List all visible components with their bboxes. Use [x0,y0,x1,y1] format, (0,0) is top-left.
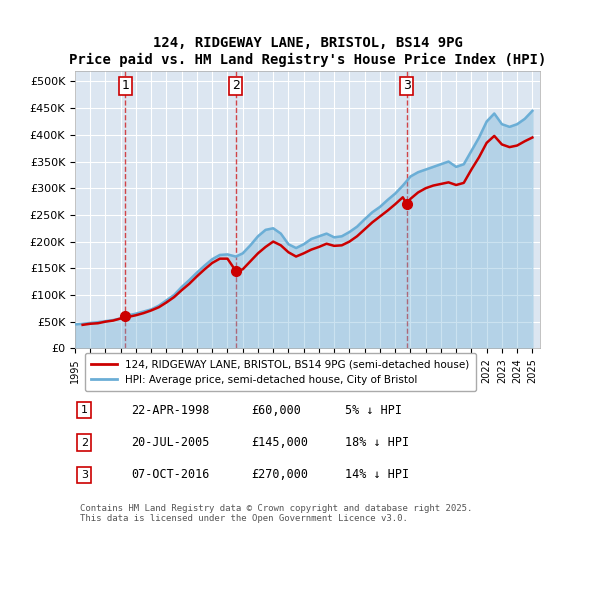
Text: 2: 2 [81,438,88,448]
Text: 20-JUL-2005: 20-JUL-2005 [131,436,209,449]
Text: 07-OCT-2016: 07-OCT-2016 [131,468,209,481]
Text: 1: 1 [81,405,88,415]
Text: 3: 3 [81,470,88,480]
Text: £270,000: £270,000 [252,468,309,481]
Text: Contains HM Land Registry data © Crown copyright and database right 2025.
This d: Contains HM Land Registry data © Crown c… [80,503,472,523]
Text: 3: 3 [403,79,411,92]
Legend: 124, RIDGEWAY LANE, BRISTOL, BS14 9PG (semi-detached house), HPI: Average price,: 124, RIDGEWAY LANE, BRISTOL, BS14 9PG (s… [85,353,476,391]
Text: 2: 2 [232,79,240,92]
Text: £60,000: £60,000 [252,404,302,417]
Text: 1: 1 [122,79,130,92]
Text: 5% ↓ HPI: 5% ↓ HPI [344,404,402,417]
Text: 22-APR-1998: 22-APR-1998 [131,404,209,417]
Text: 14% ↓ HPI: 14% ↓ HPI [344,468,409,481]
Title: 124, RIDGEWAY LANE, BRISTOL, BS14 9PG
Price paid vs. HM Land Registry's House Pr: 124, RIDGEWAY LANE, BRISTOL, BS14 9PG Pr… [69,37,546,67]
Text: £145,000: £145,000 [252,436,309,449]
Text: 18% ↓ HPI: 18% ↓ HPI [344,436,409,449]
